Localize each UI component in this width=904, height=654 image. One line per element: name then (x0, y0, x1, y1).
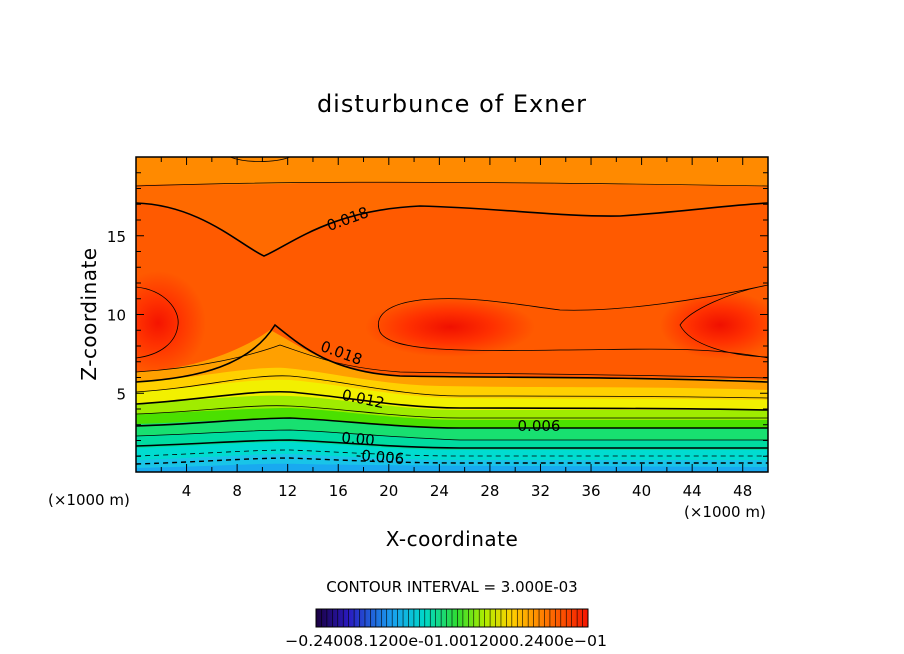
contour-line-0.018-lower (136, 323, 768, 383)
hot-spot (365, 297, 535, 357)
x-axis-title: X-coordinate (386, 527, 519, 551)
contour-line-0.012 (136, 390, 768, 411)
contour-label: 0.006 (518, 417, 561, 435)
contour-line (136, 375, 768, 399)
x-tick-label: 16 (329, 482, 348, 500)
chart-title: disturbunce of Exner (317, 90, 587, 118)
hot-spot (660, 291, 768, 359)
x-tick-label: 32 (531, 482, 550, 500)
x-tick-label: 48 (733, 482, 752, 500)
contour-line-0.018-upper (136, 202, 768, 257)
x-tick-label: 4 (182, 482, 192, 500)
colorbar-ticks (321, 609, 583, 627)
contour-line (136, 181, 768, 187)
x-tick-label: 36 (581, 482, 600, 500)
x-unit-label: (×1000 m) (684, 503, 766, 521)
contour-line (136, 405, 768, 419)
contour-line (136, 286, 179, 359)
contour-label: -0.006 (355, 446, 405, 468)
band (136, 463, 768, 472)
x-tick-label: 40 (632, 482, 651, 500)
filled-contours (136, 157, 768, 472)
x-tick-label: 24 (430, 482, 449, 500)
x-tick-label: 44 (683, 482, 702, 500)
axis-ticks (136, 157, 768, 472)
hot-spot (136, 271, 206, 375)
contour-line (136, 344, 768, 379)
contour-line-0.006 (136, 417, 768, 429)
y-tick-label: 15 (107, 228, 126, 246)
contour-line (229, 157, 291, 162)
y-axis-title: Z-coordinate (77, 247, 101, 380)
colorbar: −0.24008.1200e-01.0012000.2400e−01 (285, 608, 607, 650)
z-unit-label: (×1000 m) (48, 491, 130, 509)
y-tick-label: 10 (107, 307, 126, 325)
x-tick-label: 20 (379, 482, 398, 500)
contour-lines (136, 157, 768, 465)
contour-interval-note: CONTOUR INTERVAL = 3.000E-03 (326, 578, 577, 596)
y-tick-label: 5 (116, 385, 126, 403)
colorbar-labels: −0.24008.1200e-01.0012000.2400e−01 (285, 632, 607, 650)
contour-line (136, 429, 768, 441)
x-tick-label: 8 (232, 482, 242, 500)
contour-line-0.00 (136, 439, 768, 449)
contour-label: 0.00 (341, 429, 376, 450)
contour-line (378, 284, 768, 359)
x-tick-label: 12 (278, 482, 297, 500)
x-tick-label: 28 (480, 482, 499, 500)
